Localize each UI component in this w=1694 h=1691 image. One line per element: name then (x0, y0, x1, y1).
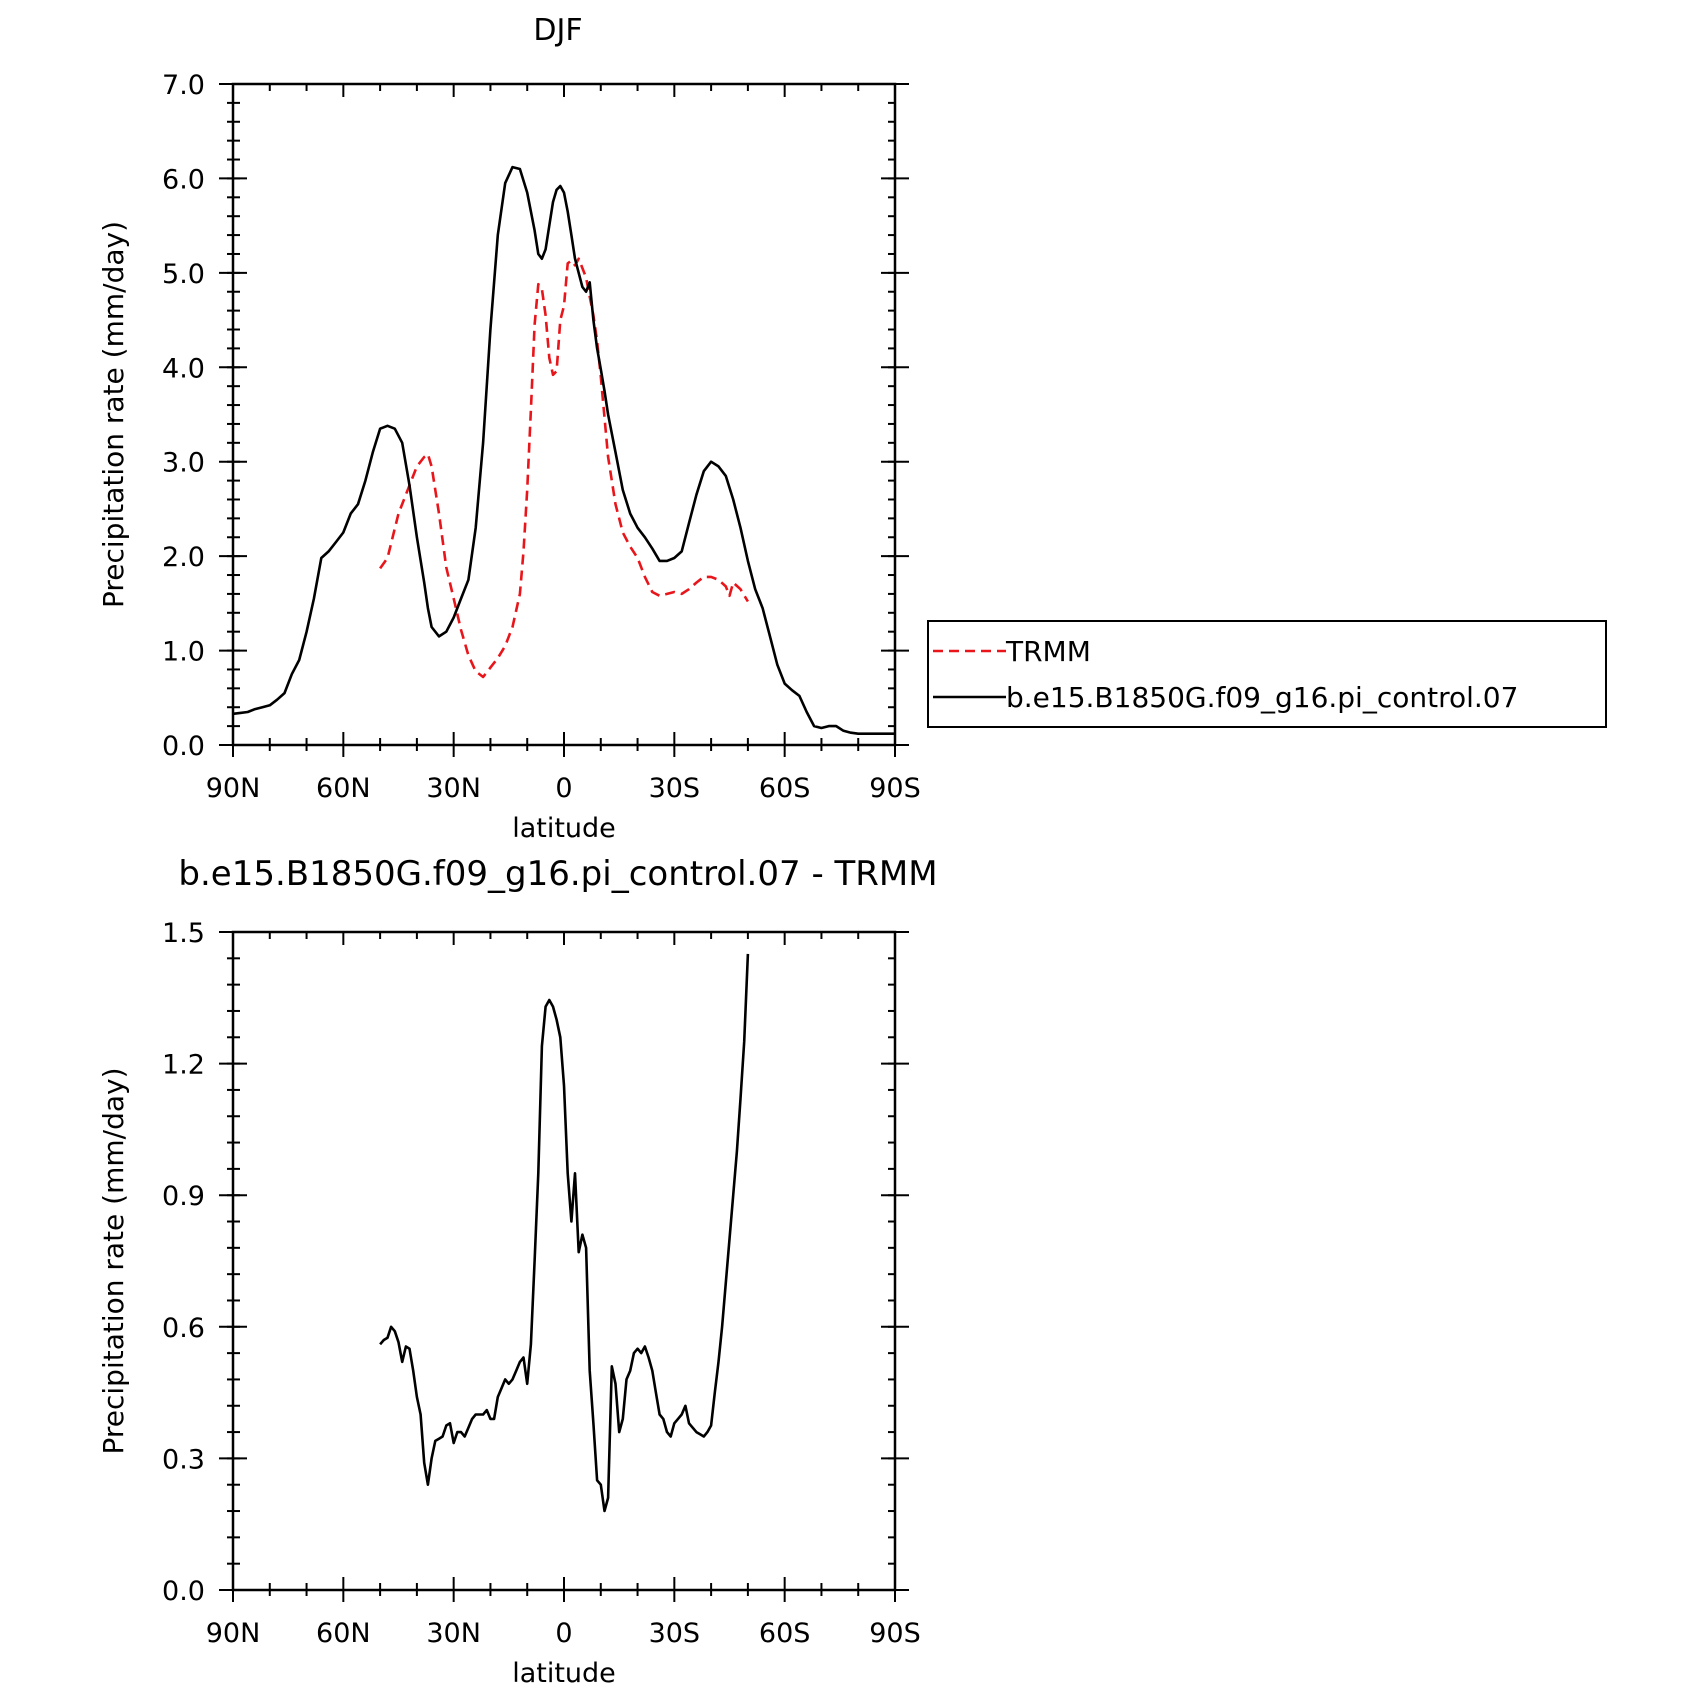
x-tick-label: 90S (869, 1618, 921, 1649)
y-tick-label: 6.0 (162, 164, 205, 195)
x-tick-label: 60S (759, 1618, 811, 1649)
x-tick-label: 30N (426, 1618, 481, 1649)
y-tick-label: 0.6 (162, 1313, 205, 1344)
legend-box (927, 620, 1607, 728)
bottom-panel-ticks: 90N 60N 30N 0 30S 60S 90S 0.0 0.3 0.6 0.9 1.2 1.5 (162, 918, 921, 1649)
x-tick-label: 60S (759, 773, 811, 804)
bottom-panel-y-axis-label: Precipitation rate (mm/day) (97, 1067, 130, 1454)
y-tick-label: 0.0 (162, 1576, 205, 1607)
trmm-series-line (379, 257, 750, 679)
x-tick-label: 0 (555, 773, 572, 804)
y-tick-label: 1.0 (162, 637, 205, 668)
y-tick-label: 3.0 (162, 448, 205, 479)
bottom-panel-title: b.e15.B1850G.f09_g16.pi_control.07 - TRM… (178, 854, 937, 894)
bottom-panel-difference: b.e15.B1850G.f09_g16.pi_control.07 - TRM… (97, 854, 938, 1689)
y-tick-label: 5.0 (162, 259, 205, 290)
bottom-panel-plot-area (231, 930, 897, 1592)
x-tick-label: 90N (206, 1618, 261, 1649)
y-tick-label: 2.0 (162, 542, 205, 573)
x-tick-label: 30N (426, 773, 481, 804)
top-panel-y-axis-label: Precipitation rate (mm/day) (97, 221, 130, 608)
x-tick-label: 90N (206, 773, 261, 804)
y-tick-label: 0.3 (162, 1444, 205, 1475)
y-tick-label: 1.2 (162, 1050, 205, 1081)
top-panel-frame (231, 82, 897, 747)
b-e15-b1850g-f09-g16-pi-control-07-series-line (232, 165, 895, 736)
y-tick-label: 7.0 (162, 70, 205, 101)
legend-label-model: b.e15.B1850G.f09_g16.pi_control.07 (1006, 681, 1518, 714)
bottom-panel-x-axis-label: latitude (512, 1658, 616, 1689)
y-tick-label: 0.9 (162, 1181, 205, 1212)
x-tick-label: 0 (555, 1618, 572, 1649)
x-tick-label: 90S (869, 773, 921, 804)
y-tick-label: 0.0 (162, 731, 205, 762)
top-panel-plot-area (231, 82, 897, 747)
y-tick-label: 4.0 (162, 353, 205, 384)
x-tick-label: 60N (316, 773, 371, 804)
x-tick-label: 30S (649, 773, 701, 804)
top-panel-djf: DJF Precipitation rate (mm/day) latitude… (97, 13, 1607, 844)
top-panel-title: DJF (533, 13, 582, 48)
x-tick-label: 30S (649, 1618, 701, 1649)
bottom-difference-series-line (379, 953, 750, 1513)
x-tick-label: 60N (316, 1618, 371, 1649)
y-tick-label: 1.5 (162, 918, 205, 949)
bottom-panel-frame (231, 930, 897, 1592)
top-panel-legend: TRMM b.e15.B1850G.f09_g16.pi_control.07 (927, 620, 1607, 728)
top-panel-ticks: 90N 60N 30N 0 30S 60S 90S 0.0 1.0 2.0 3.0 4.0 5.0 6.0… (162, 70, 921, 804)
legend-label-trmm: TRMM (1005, 635, 1091, 668)
top-panel-x-axis-label: latitude (512, 813, 616, 844)
